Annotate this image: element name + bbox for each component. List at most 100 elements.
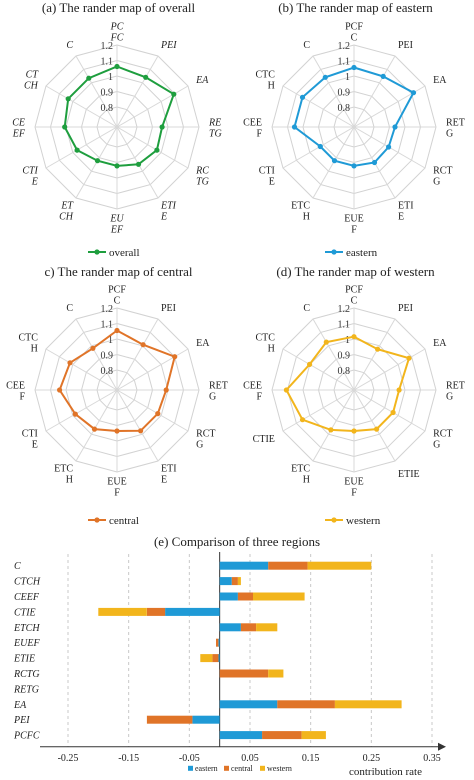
tick-label: 1.2 <box>338 41 351 52</box>
data-point <box>114 428 120 434</box>
bar-central <box>219 669 269 678</box>
radar-chart-eastern: 0.80.911.11.2PCFCPEIEARETGRCTGETIEEUEFET… <box>243 22 465 260</box>
tick-label: 1.1 <box>101 57 114 68</box>
axis-label: PCF <box>345 22 363 33</box>
data-point <box>331 158 338 164</box>
axis-label: EA <box>195 75 209 86</box>
tick-label: 1.1 <box>338 320 351 331</box>
axis-label: E <box>32 440 38 451</box>
bar-central <box>146 715 193 724</box>
data-point <box>323 339 329 345</box>
axis-spoke <box>282 389 355 432</box>
axis-label: PEI <box>398 40 413 51</box>
axis-spoke <box>312 55 355 128</box>
data-point <box>375 346 381 352</box>
tick-label: 0.8 <box>101 103 114 114</box>
tick-label: 1 <box>108 335 113 346</box>
x-tick-label: 0.05 <box>241 753 259 764</box>
axis-label: G <box>433 440 440 451</box>
axis-label: G <box>209 392 216 403</box>
data-point <box>299 417 306 423</box>
data-point <box>143 74 149 80</box>
bar-western <box>256 623 278 632</box>
tick-label: 0.9 <box>101 88 114 99</box>
bar-eastern <box>192 715 220 724</box>
axis-label: F <box>351 225 357 236</box>
axis-label: RCT <box>433 429 452 440</box>
axis-label: CE <box>12 118 25 129</box>
x-tick-label: -0.25 <box>58 753 79 764</box>
data-point <box>90 345 96 351</box>
data-point <box>171 91 177 97</box>
axis-label: E <box>160 212 167 223</box>
bar-central <box>216 638 219 647</box>
x-tick-label: -0.05 <box>179 753 200 764</box>
radar-panel-eastern: (b) The rander map of eastern 0.8 0.9 1 1.1… <box>237 0 474 262</box>
x-tick-label: 0.25 <box>363 753 381 764</box>
data-point <box>62 124 68 130</box>
axis-label: C <box>303 303 310 314</box>
axis-label: CEE <box>243 381 262 392</box>
axis-label: F <box>19 392 25 403</box>
axis-label: RCT <box>196 429 215 440</box>
category-label: CTIE <box>14 607 36 618</box>
category-label: RETG <box>13 684 39 695</box>
chart-title: (e) Comparison of three regions <box>153 534 321 549</box>
category-label: ETIE <box>13 654 35 665</box>
radar-chart-western: 0.80.911.11.2PCFCPEIEARETGRCTGETIEEUEFET… <box>243 285 465 528</box>
data-point <box>322 74 328 80</box>
axis-label: G <box>433 177 440 188</box>
axis-label: PEI <box>398 303 413 314</box>
axis-spoke <box>75 318 118 391</box>
category-label: PCFC <box>13 731 40 742</box>
legend-label: central <box>109 515 139 527</box>
data-point <box>86 75 92 81</box>
tick-label: 0.9 <box>101 351 114 362</box>
axis-label: EF <box>110 225 124 236</box>
tick-label: 0.8 <box>338 103 351 114</box>
axis-label: H <box>303 475 310 486</box>
axis-spoke <box>353 55 396 128</box>
bar-central <box>146 607 166 616</box>
axis-label: CTI <box>259 166 275 177</box>
axis-label: F <box>114 488 120 499</box>
data-point <box>138 428 144 434</box>
axis-label: CTI <box>22 429 38 440</box>
data-point <box>299 94 306 100</box>
legend-marker <box>94 249 100 255</box>
category-label: EUEF <box>13 638 40 649</box>
axis-label: EUE <box>107 477 126 488</box>
legend-swatch <box>260 765 265 771</box>
axis-label: EF <box>12 129 26 140</box>
tick-label: 1 <box>108 72 113 83</box>
tick-label: 0.8 <box>338 366 351 377</box>
legend-swatch <box>224 765 229 771</box>
data-point <box>74 147 80 153</box>
data-point <box>72 411 78 417</box>
data-point <box>91 426 98 432</box>
chart-title: (b) The rander map of eastern <box>278 0 433 15</box>
axis-label: PC <box>110 22 124 33</box>
bar-central <box>277 700 335 709</box>
axis-label: F <box>256 392 262 403</box>
axis-spoke <box>45 389 118 432</box>
legend-marker <box>94 517 100 523</box>
axis-label: CTC <box>255 333 275 344</box>
category-label: C <box>14 561 21 572</box>
data-point <box>386 144 392 150</box>
category-label: CEEF <box>14 592 40 603</box>
axis-label: CT <box>26 70 40 81</box>
legend-label: eastern <box>346 247 378 259</box>
legend-label: western <box>267 764 292 773</box>
category-label: EA <box>13 700 27 711</box>
tick-label: 0.9 <box>338 351 351 362</box>
axis-label: RET <box>209 381 228 392</box>
bar-panel-comparison: (e) Comparison of three regions -0.25 -0.… <box>0 530 474 778</box>
axis-label: EUE <box>344 214 363 225</box>
axis-label: C <box>351 296 358 307</box>
axis-label: PEI <box>161 303 176 314</box>
axis-label: PCF <box>108 285 126 296</box>
axis-spoke <box>312 389 355 462</box>
bar-eastern <box>165 607 220 616</box>
axis-label: E <box>398 212 404 223</box>
